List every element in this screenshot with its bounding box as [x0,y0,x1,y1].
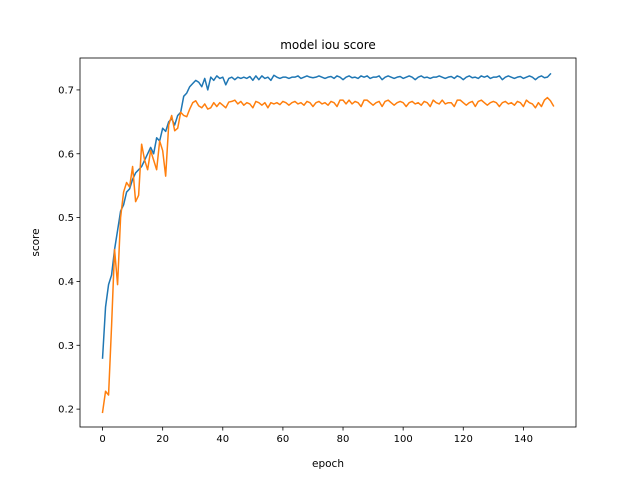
x-tick-label: 0 [99,434,105,445]
y-tick-label: 0.2 [58,405,74,416]
x-tick-label: 20 [156,434,169,445]
series-layer [101,72,555,414]
x-tick-label: 100 [394,434,413,445]
y-tick-label: 0.5 [58,213,74,224]
x-axis-ticks: 0 20 40 60 80 100 120 140 [99,427,533,445]
y-axis-ticks: 0.2 0.3 0.4 0.5 0.6 0.7 [58,85,80,416]
y-axis-label: score [30,228,42,256]
x-tick-label: 60 [277,434,290,445]
y-tick-label: 0.6 [58,149,74,160]
y-tick-label: 0.3 [58,341,74,352]
x-tick-label: 80 [337,434,350,445]
chart-title: model iou score [280,38,376,52]
x-tick-label: 40 [216,434,229,445]
x-tick-label: 120 [454,434,473,445]
y-tick-label: 0.4 [58,277,74,288]
y-tick-label: 0.7 [58,85,74,96]
x-axis-label: epoch [312,458,344,470]
series-line-1 [101,72,552,359]
series-line-2 [101,96,555,414]
axes-frame [79,57,577,428]
x-tick-label: 140 [514,434,533,445]
